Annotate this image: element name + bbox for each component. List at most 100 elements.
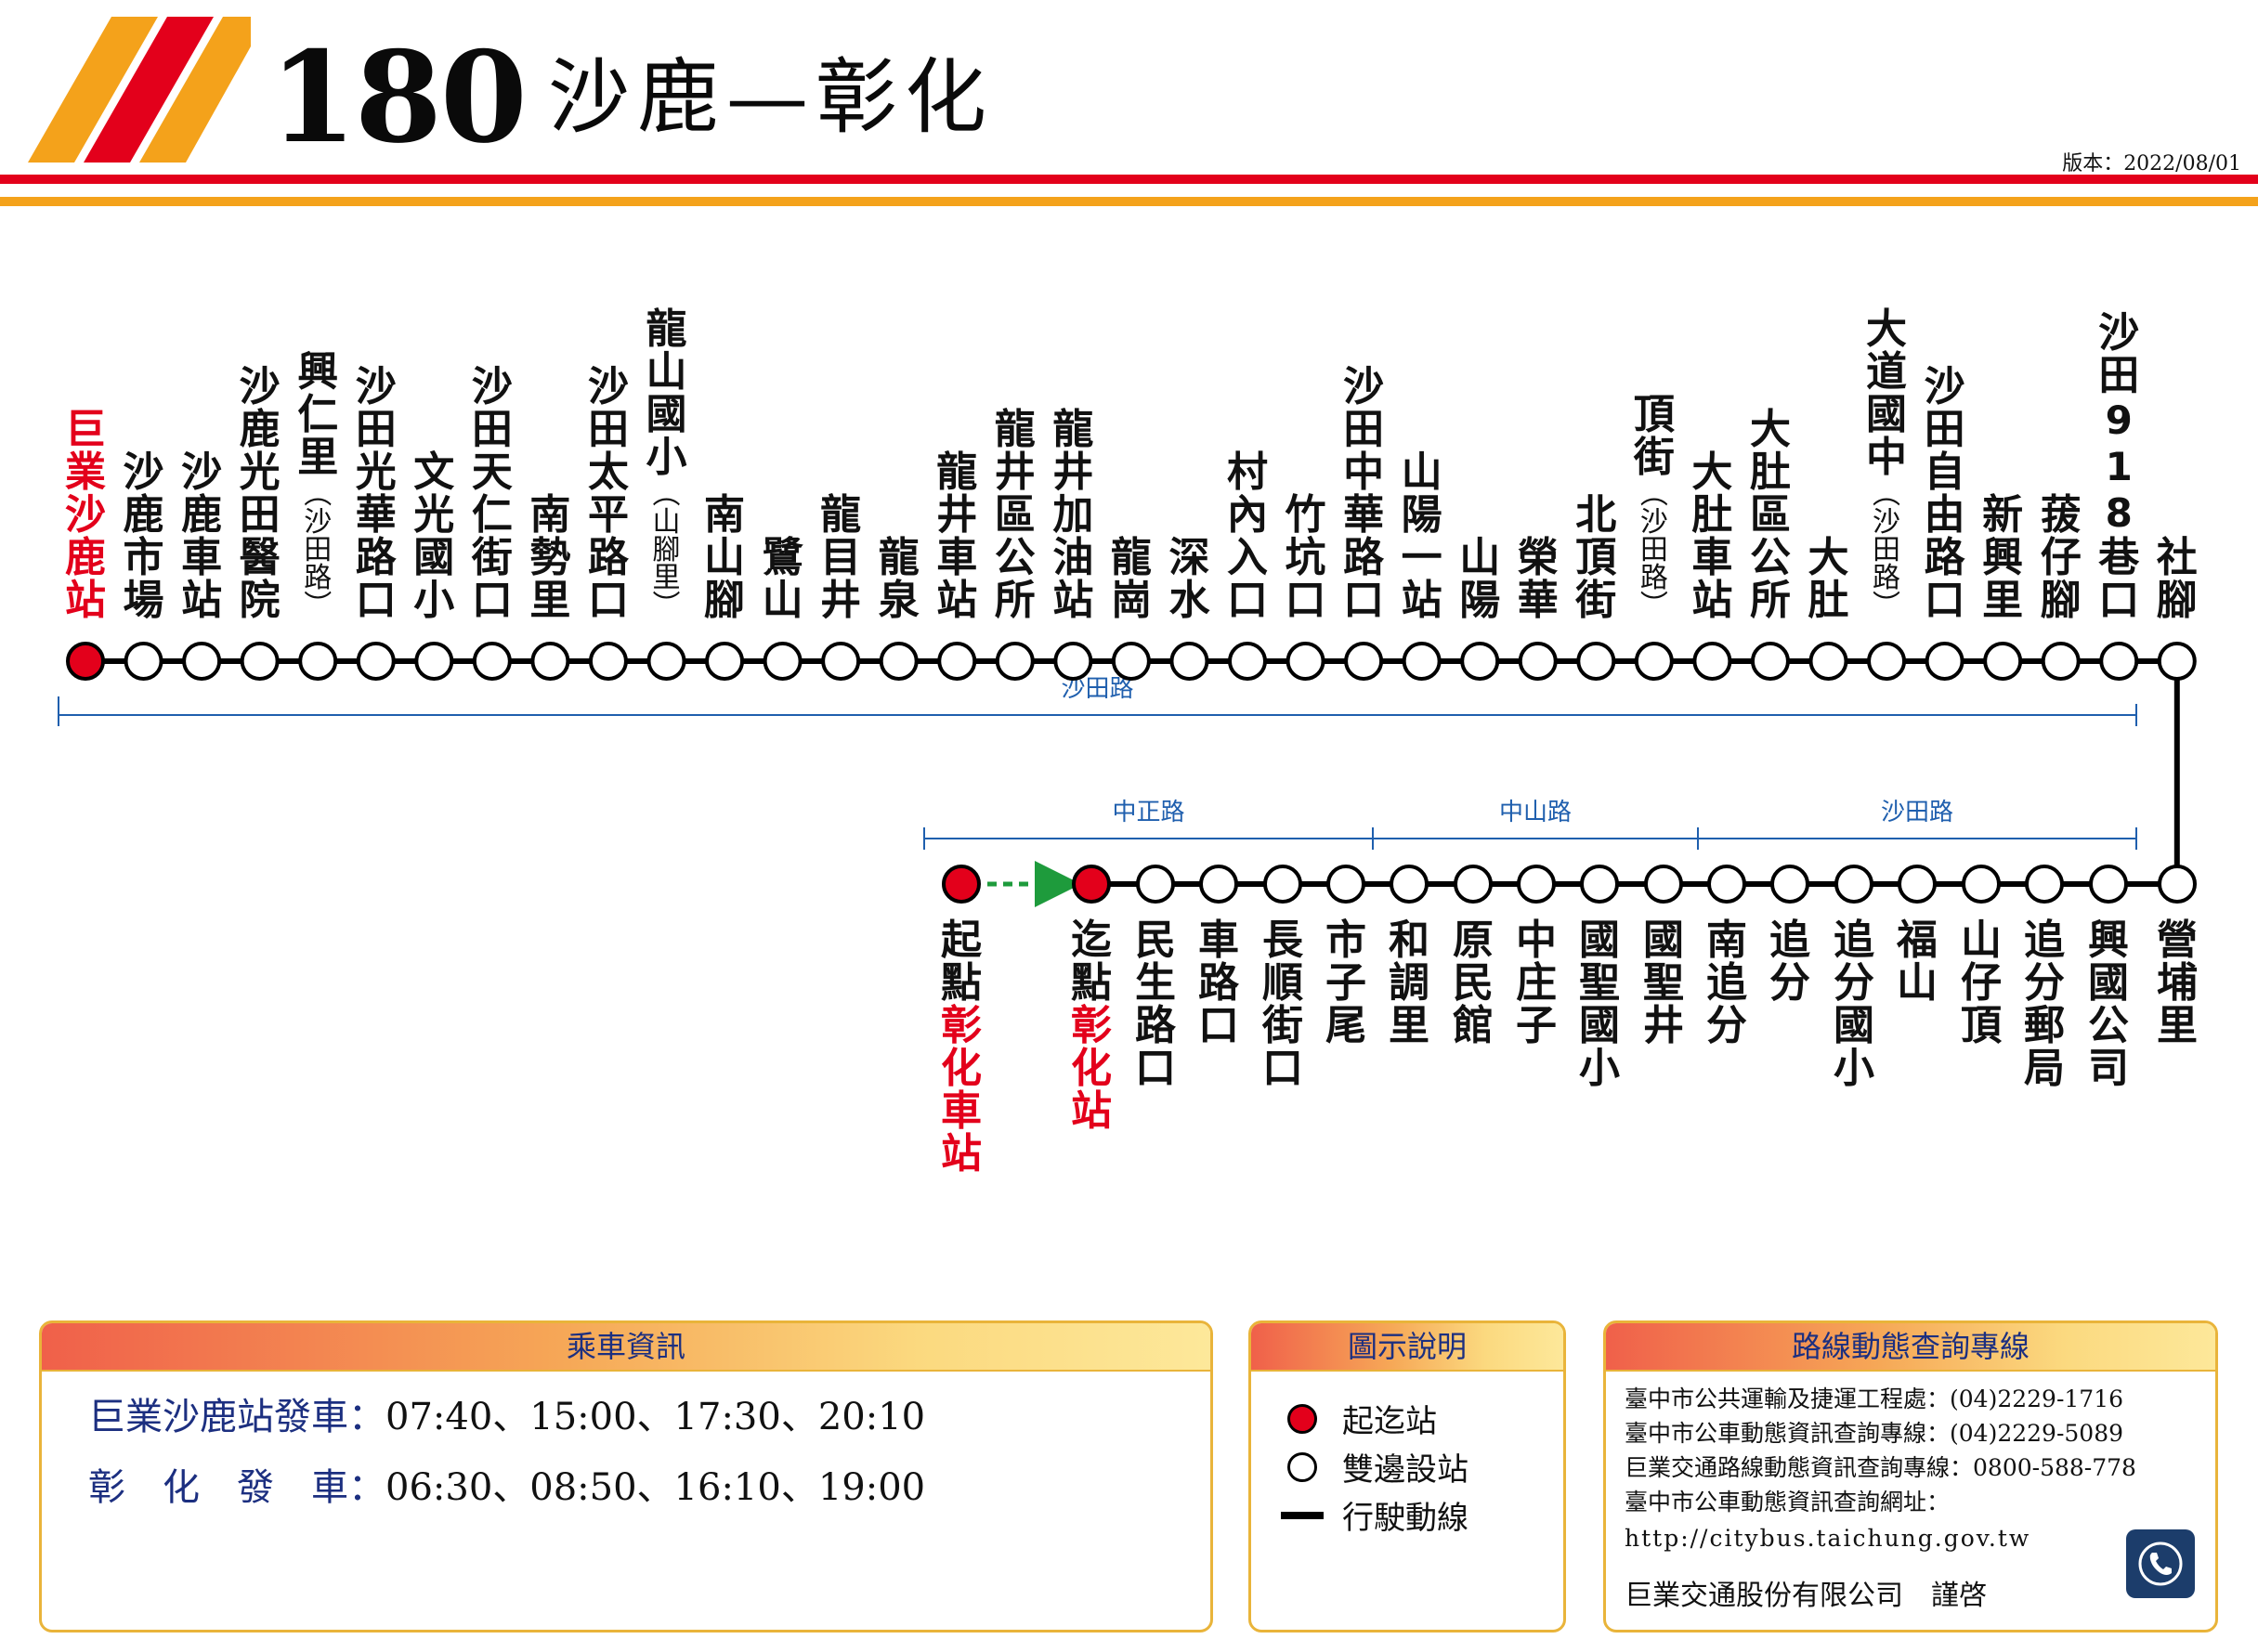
station-char: 站 [936,577,978,624]
station-char: 頂 [1633,391,1675,438]
station-label: 鷺山 [753,46,813,622]
station-char: 追 [1834,917,1874,964]
station-char: 鹿 [65,534,106,581]
station-label: 北頂街 [1566,46,1625,622]
stop-marker [705,642,745,681]
station-label: 菝仔腳 [2031,46,2091,622]
station-char: 仔 [1961,959,2002,1007]
station-char: 道 [1866,348,1908,396]
station-char: 國 [1866,391,1908,438]
stop-marker [2158,865,2197,904]
station-label: 山陽一站 [1392,46,1452,622]
station-char: 山 [1961,917,2002,964]
station-label: 山陽 [1450,46,1509,622]
station-char: 車 [1691,534,1733,581]
station-char: 迄 [1071,917,1112,964]
station-char: 化 [941,1045,982,1092]
station-label: 龍泉 [869,46,929,622]
station-char: 追 [2024,917,2065,964]
station-char: 山 [1459,534,1501,581]
station-char: 口 [1135,1045,1176,1092]
segment-zhongzheng-road: 中正路 [923,799,1374,850]
hotline-line: 臺中市公共運輸及捷運工程處：(04)2229-1716 [1625,1385,2124,1412]
station-char: 腳 [2156,577,2198,624]
station-label: 原民館 [1443,919,1503,1047]
hotline-line: 巨業交通路線動態資訊查詢專線：0800-588-778 [1625,1454,2136,1481]
station-char: 國 [2088,959,2129,1007]
station-char: 點 [941,959,982,1007]
segment-label: 中正路 [1112,799,1184,826]
schedule-panel: 乘車資訊 巨業沙鹿站發車：07:40、15:00、17:30、20:10 彰 化… [39,1320,1213,1632]
station-char: 原 [1453,917,1494,964]
station-char: 分 [2024,959,2065,1007]
stop-marker [1834,865,1873,904]
segment-shatian-road-top: 沙田路 [58,675,2137,726]
station-char: 南 [704,491,746,539]
station-char: 自 [1924,449,1965,496]
stop-marker [530,642,570,681]
station-char: 點 [1071,959,1112,1007]
station-char: 沙 [471,363,513,410]
terminal-stop-marker [942,865,981,904]
station-char: 田 [471,406,513,453]
hotline-url[interactable]: http://citybus.taichung.gov.tw [1625,1525,2031,1552]
station-label: 社腳 [2147,46,2207,622]
station-char: 田 [355,406,397,453]
station-char: 中 [1343,449,1385,496]
hotline-line: 臺中市公車動態資訊查詢網址： [1625,1489,1951,1515]
station-label: 山仔頂 [1951,919,2011,1047]
station-char: 仁 [471,491,513,539]
station-char: 井 [1052,449,1094,496]
station-label: 龍井區公所 [985,46,1045,622]
station-char: 車 [936,534,978,581]
station-char: 平 [587,491,629,539]
station-char: 國 [413,534,455,581]
station-char: 肚 [1691,491,1733,539]
station-char: 市 [1325,917,1366,964]
station-char: 興 [1982,534,2024,581]
station-char: 營 [2157,917,2198,964]
station-char: 小 [646,434,687,481]
station-char: 社 [2156,534,2198,581]
station-label: 起點彰化車站 [932,919,991,1176]
station-char: 業 [65,449,106,496]
station-char: 光 [355,449,397,496]
station-char: 華 [1343,491,1385,539]
station-char: 起 [941,917,982,964]
station-label: 大道國中 ︵ 沙田路 ︶ [1857,46,1916,622]
station-char: 站 [1401,577,1442,624]
station-label: 新興里 [1973,46,2032,622]
station-label: 南山腳 [695,46,754,622]
station-char: 院 [239,577,281,624]
station-char: 入 [1227,534,1268,581]
station-char: 國 [1579,1002,1620,1049]
segment-shatian-road-bottom: 沙田路 [1697,799,2137,850]
station-char: 大 [1749,406,1791,453]
station-char: 山 [646,348,687,396]
station-char: 分 [1834,959,1874,1007]
station-label: 南追分 [1697,919,1756,1047]
station-char: 福 [1897,917,1938,964]
station-char: 鷺 [762,534,803,581]
station-label: 中庄子 [1507,919,1566,1047]
stop-marker [1326,865,1365,904]
white-circle-icon [1287,1451,1317,1482]
stop-marker [1644,865,1683,904]
station-char: 順 [1262,959,1303,1007]
station-label: 龍目井 [811,46,870,622]
station-char: 小 [413,577,455,624]
station-char: 8 [2105,490,2133,536]
station-char: 加 [1052,491,1094,539]
station-char: 巷 [2098,534,2140,581]
station-char: 埔 [2157,959,2198,1007]
station-char: 聖 [1643,959,1684,1007]
station-label: 追分郵局 [2015,919,2074,1090]
station-char: 華 [1517,577,1559,624]
phone-icon[interactable] [2126,1529,2195,1598]
station-char: 1 [2105,444,2133,489]
station-char: 口 [1285,577,1326,624]
station-char: 內 [1227,491,1268,539]
station-char: 頂 [1575,534,1617,581]
station-char: 司 [2088,1045,2129,1092]
station-label: 營埔里 [2147,919,2207,1047]
